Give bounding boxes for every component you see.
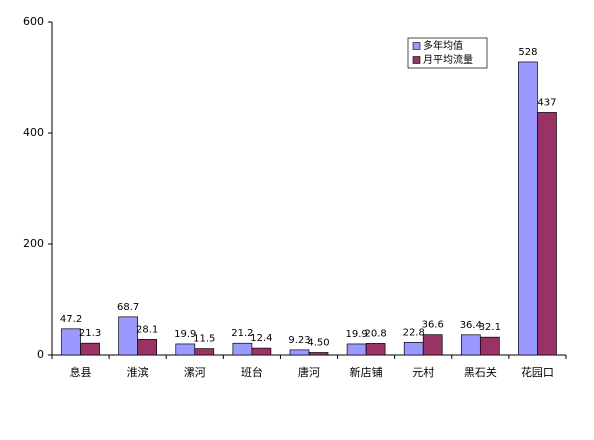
x-tick-label: 班台 bbox=[241, 365, 263, 379]
value-label: 36.4 bbox=[460, 320, 482, 331]
legend-swatch bbox=[412, 56, 421, 64]
bar bbox=[232, 342, 253, 356]
value-label: 32.1 bbox=[479, 322, 501, 333]
value-label: 36.6 bbox=[422, 320, 444, 331]
legend-label: 多年均值 bbox=[423, 39, 463, 52]
y-tick-label: 400 bbox=[23, 126, 44, 139]
bar bbox=[251, 347, 272, 356]
x-tick-label: 息县 bbox=[70, 365, 92, 379]
value-label: 437 bbox=[537, 97, 556, 108]
bar bbox=[308, 352, 329, 356]
bar bbox=[346, 343, 367, 356]
x-tick-label: 唐河 bbox=[298, 365, 320, 379]
value-label: 47.2 bbox=[60, 314, 82, 325]
value-label: 21.3 bbox=[79, 328, 101, 339]
bar bbox=[289, 349, 310, 356]
value-label: 19.9 bbox=[174, 329, 196, 340]
value-label: 11.5 bbox=[193, 334, 215, 345]
value-label: 4.50 bbox=[307, 338, 329, 349]
y-tick-label: 600 bbox=[23, 15, 44, 28]
legend-label: 月平均流量 bbox=[423, 53, 473, 66]
bar bbox=[80, 342, 100, 356]
y-tick-label: 0 bbox=[37, 348, 44, 361]
x-tick-label: 淮滨 bbox=[127, 365, 149, 379]
x-tick-label: 黑石关 bbox=[464, 365, 497, 379]
bar bbox=[194, 348, 215, 356]
bar bbox=[118, 316, 139, 356]
legend-box bbox=[407, 37, 488, 69]
x-tick-label: 元村 bbox=[412, 365, 434, 379]
value-label: 68.7 bbox=[117, 302, 139, 313]
bar bbox=[365, 343, 386, 356]
bar bbox=[479, 336, 500, 356]
bar bbox=[175, 343, 196, 356]
legend-swatch bbox=[412, 42, 421, 50]
bar bbox=[61, 328, 81, 356]
value-label: 19.9 bbox=[345, 329, 367, 340]
bar bbox=[518, 61, 538, 356]
x-tick-label: 漯河 bbox=[184, 366, 206, 379]
value-label: 528 bbox=[518, 47, 537, 58]
value-label: 20.8 bbox=[364, 328, 386, 339]
bar bbox=[460, 334, 481, 356]
bar bbox=[422, 334, 443, 356]
x-tick-label: 花园口 bbox=[521, 366, 554, 379]
value-label: 28.1 bbox=[136, 324, 158, 335]
y-tick-label: 200 bbox=[23, 237, 44, 250]
bar bbox=[137, 339, 158, 356]
x-tick-label: 新店铺 bbox=[350, 365, 383, 379]
value-label: 9.23 bbox=[288, 335, 310, 346]
bar bbox=[537, 112, 557, 356]
value-label: 12.4 bbox=[250, 333, 272, 344]
value-label: 22.8 bbox=[403, 327, 425, 338]
bar bbox=[403, 341, 424, 356]
value-label: 21.2 bbox=[231, 328, 253, 339]
